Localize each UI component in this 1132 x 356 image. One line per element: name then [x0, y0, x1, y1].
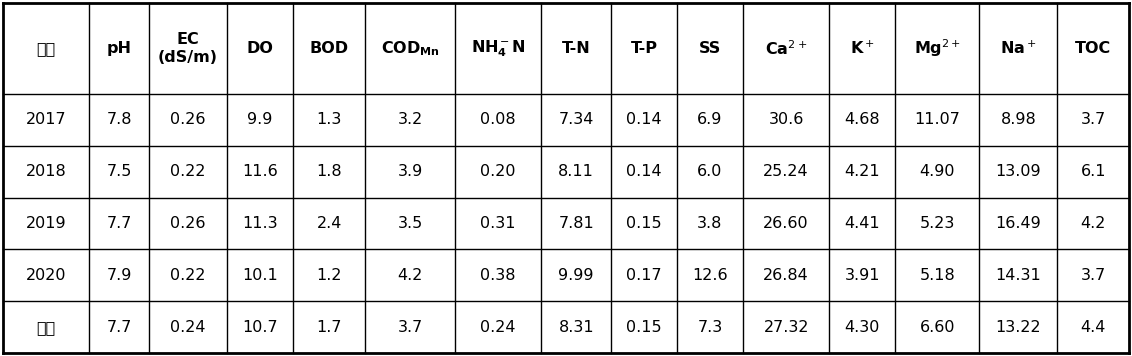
Text: 0.20: 0.20 — [480, 164, 516, 179]
Text: DO: DO — [247, 41, 274, 56]
Text: 3.5: 3.5 — [397, 216, 422, 231]
Text: 8.98: 8.98 — [1001, 112, 1036, 127]
Text: 11.07: 11.07 — [915, 112, 960, 127]
Text: 2.4: 2.4 — [316, 216, 342, 231]
Text: 4.68: 4.68 — [844, 112, 880, 127]
Text: 0.08: 0.08 — [480, 112, 516, 127]
Text: 6.60: 6.60 — [919, 320, 955, 335]
Text: 7.8: 7.8 — [106, 112, 132, 127]
Text: 4.90: 4.90 — [919, 164, 955, 179]
Text: 4.21: 4.21 — [844, 164, 880, 179]
Text: 4.4: 4.4 — [1081, 320, 1106, 335]
Text: Mg$^{2+}$: Mg$^{2+}$ — [914, 37, 961, 59]
Text: 2017: 2017 — [26, 112, 67, 127]
Text: 3.7: 3.7 — [397, 320, 422, 335]
Text: 8.31: 8.31 — [558, 320, 594, 335]
Text: 26.60: 26.60 — [763, 216, 809, 231]
Text: 0.31: 0.31 — [480, 216, 516, 231]
Text: BOD: BOD — [309, 41, 349, 56]
Text: 0.22: 0.22 — [171, 268, 206, 283]
Text: 7.7: 7.7 — [106, 216, 131, 231]
Text: EC
(dS/m): EC (dS/m) — [158, 32, 218, 65]
Text: Na$^+$: Na$^+$ — [1000, 40, 1037, 57]
Text: 연도: 연도 — [36, 41, 55, 56]
Text: 5.18: 5.18 — [919, 268, 955, 283]
Text: TOC: TOC — [1075, 41, 1112, 56]
Text: 1.7: 1.7 — [316, 320, 342, 335]
Text: 0.26: 0.26 — [171, 216, 206, 231]
Text: 4.2: 4.2 — [1081, 216, 1106, 231]
Text: 0.15: 0.15 — [626, 216, 662, 231]
Text: 6.9: 6.9 — [697, 112, 722, 127]
Text: 0.15: 0.15 — [626, 320, 662, 335]
Text: 7.81: 7.81 — [558, 216, 594, 231]
Text: 0.26: 0.26 — [171, 112, 206, 127]
Text: 1.3: 1.3 — [316, 112, 342, 127]
Text: 0.24: 0.24 — [171, 320, 206, 335]
Text: Ca$^{2+}$: Ca$^{2+}$ — [765, 39, 807, 58]
Text: T-N: T-N — [561, 41, 591, 56]
Text: 0.38: 0.38 — [480, 268, 516, 283]
Text: 4.2: 4.2 — [397, 268, 422, 283]
Text: 25.24: 25.24 — [763, 164, 809, 179]
Text: 8.11: 8.11 — [558, 164, 594, 179]
Text: 0.17: 0.17 — [626, 268, 662, 283]
Text: 3.91: 3.91 — [844, 268, 880, 283]
Text: 4.41: 4.41 — [844, 216, 880, 231]
Text: 7.3: 7.3 — [697, 320, 722, 335]
Text: 0.14: 0.14 — [626, 164, 662, 179]
Text: 6.0: 6.0 — [697, 164, 722, 179]
Text: 0.24: 0.24 — [480, 320, 516, 335]
Text: 3.8: 3.8 — [697, 216, 722, 231]
Text: 13.09: 13.09 — [995, 164, 1041, 179]
Text: 11.3: 11.3 — [242, 216, 278, 231]
Text: 9.99: 9.99 — [558, 268, 594, 283]
Text: 3.2: 3.2 — [397, 112, 422, 127]
Text: 27.32: 27.32 — [763, 320, 809, 335]
Text: 평균: 평균 — [36, 320, 55, 335]
Text: 1.8: 1.8 — [316, 164, 342, 179]
Text: 4.30: 4.30 — [844, 320, 880, 335]
Text: 10.1: 10.1 — [242, 268, 278, 283]
Text: 5.23: 5.23 — [919, 216, 955, 231]
Text: COD$_\mathregular{Mn}$: COD$_\mathregular{Mn}$ — [380, 39, 439, 58]
Text: 3.7: 3.7 — [1081, 112, 1106, 127]
Text: 3.7: 3.7 — [1081, 268, 1106, 283]
Text: 30.6: 30.6 — [769, 112, 804, 127]
Text: NH$_\mathregular{4}^-$N: NH$_\mathregular{4}^-$N — [471, 38, 525, 59]
Text: 13.22: 13.22 — [995, 320, 1041, 335]
Text: SS: SS — [698, 41, 721, 56]
Text: T-P: T-P — [631, 41, 658, 56]
Text: 7.7: 7.7 — [106, 320, 131, 335]
Text: 12.6: 12.6 — [692, 268, 728, 283]
Text: 26.84: 26.84 — [763, 268, 809, 283]
Text: 2020: 2020 — [26, 268, 66, 283]
Text: 2019: 2019 — [26, 216, 67, 231]
Text: 0.22: 0.22 — [171, 164, 206, 179]
Text: 11.6: 11.6 — [242, 164, 278, 179]
Text: 7.5: 7.5 — [106, 164, 131, 179]
Text: 9.9: 9.9 — [248, 112, 273, 127]
Text: 2018: 2018 — [26, 164, 67, 179]
Text: 7.9: 7.9 — [106, 268, 131, 283]
Text: 0.14: 0.14 — [626, 112, 662, 127]
Text: pH: pH — [106, 41, 131, 56]
Text: 16.49: 16.49 — [995, 216, 1041, 231]
Text: 10.7: 10.7 — [242, 320, 278, 335]
Text: 7.34: 7.34 — [558, 112, 594, 127]
Text: 3.9: 3.9 — [397, 164, 422, 179]
Text: K$^+$: K$^+$ — [850, 40, 875, 57]
Text: 6.1: 6.1 — [1080, 164, 1106, 179]
Text: 1.2: 1.2 — [316, 268, 342, 283]
Text: 14.31: 14.31 — [995, 268, 1041, 283]
